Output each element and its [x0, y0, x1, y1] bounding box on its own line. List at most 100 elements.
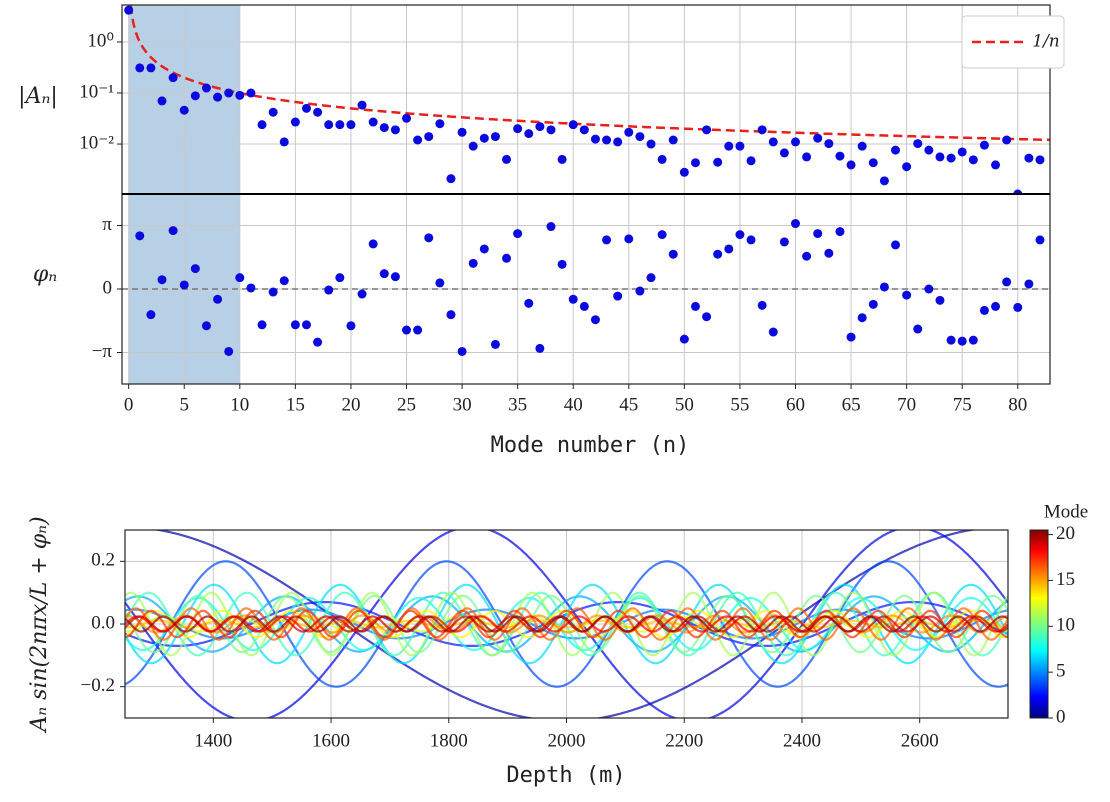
amplitude-point	[1035, 155, 1045, 165]
amplitude-point	[824, 139, 834, 149]
phase-point	[857, 313, 867, 323]
amplitude-point	[446, 174, 456, 184]
phase-point	[935, 295, 945, 305]
amplitude-point	[1002, 135, 1012, 145]
y-tick-label: 10⁻²	[79, 132, 114, 153]
phase-point	[357, 289, 367, 299]
amplitude-point	[657, 154, 667, 164]
amplitude-point	[368, 117, 378, 127]
x-axis-label: Mode number (n)	[491, 433, 690, 458]
amplitude-point	[868, 158, 878, 168]
amplitude-point	[813, 133, 823, 143]
legend-label: 1/n	[1032, 32, 1060, 52]
amplitude-point	[379, 123, 389, 133]
phase-point	[724, 244, 734, 254]
amplitude-point	[713, 157, 723, 167]
phase-point	[991, 301, 1001, 311]
phase-point	[224, 346, 234, 356]
amplitude-point	[946, 153, 956, 163]
phase-point	[513, 229, 523, 239]
phase-point	[546, 222, 556, 232]
amplitude-point	[335, 120, 345, 130]
phase-point	[368, 239, 378, 249]
phase-point	[879, 282, 889, 292]
amplitude-point	[268, 107, 278, 117]
amplitude-point	[724, 141, 734, 151]
phase-point	[313, 337, 323, 347]
amplitude-point	[357, 100, 367, 110]
phase-point	[490, 339, 500, 349]
amplitude-point	[546, 125, 556, 135]
amplitude-point	[324, 120, 334, 130]
amplitude-point	[957, 147, 967, 157]
phase-point	[346, 321, 356, 331]
amplitude-point	[624, 127, 634, 137]
amplitude-point	[613, 137, 623, 147]
amplitude-point	[290, 117, 300, 127]
phase-point	[179, 280, 189, 290]
axes-frame	[124, 529, 1009, 719]
amplitude-point	[179, 105, 189, 115]
x-tick-label: 1800	[430, 730, 468, 751]
phase-point	[1013, 302, 1023, 312]
amplitude-point	[479, 133, 489, 143]
colorbar-tick-label: 10	[1056, 615, 1075, 636]
phase-point	[190, 264, 200, 274]
amplitude-point	[390, 125, 400, 135]
phase-point	[835, 227, 845, 237]
mode-curve	[125, 530, 1008, 718]
phase-point	[524, 298, 534, 308]
phase-point	[624, 234, 634, 244]
phase-point	[335, 273, 345, 283]
x-tick-label: 0	[124, 394, 134, 415]
x-tick-label: 65	[842, 394, 861, 415]
amplitude-point	[1024, 153, 1034, 163]
amplitude-point	[313, 107, 323, 117]
phase-point	[613, 291, 623, 301]
amplitude-point	[768, 137, 778, 147]
phase-point	[690, 301, 700, 311]
amplitude-point	[679, 167, 689, 177]
phase-point	[657, 230, 667, 240]
amplitude-point	[802, 152, 812, 162]
y-tick-label: 0.2	[91, 550, 115, 571]
x-tick-label: 75	[953, 394, 972, 415]
phase-point	[824, 248, 834, 258]
amplitude-point	[602, 135, 612, 145]
x-tick-label: 15	[286, 394, 305, 415]
colorbar-tick-label: 20	[1056, 523, 1075, 544]
x-axis-label: Depth (m)	[506, 763, 625, 788]
amplitude-point	[424, 132, 434, 142]
y-tick-label: 0.0	[91, 612, 115, 633]
phase-point	[891, 240, 901, 250]
amplitude-point	[168, 73, 178, 83]
y-tick-label: 10⁰	[87, 30, 114, 51]
phase-point	[768, 327, 778, 337]
phase-point	[535, 343, 545, 353]
amplitude-point	[635, 132, 645, 142]
colorbar-label: Mode	[1044, 501, 1088, 522]
phase-point	[924, 284, 934, 294]
x-tick-label: 55	[730, 394, 749, 415]
amplitude-point	[891, 145, 901, 155]
phase-point	[668, 249, 678, 259]
y-tick-label: 0	[103, 277, 113, 298]
phase-point	[502, 253, 512, 263]
phase-point	[602, 235, 612, 245]
phase-point	[713, 249, 723, 259]
phase-point	[1024, 279, 1034, 289]
reference-curve	[129, 5, 1050, 142]
amplitude-point	[579, 125, 589, 135]
amplitude-point	[402, 113, 412, 123]
phase-point	[235, 273, 245, 283]
phase-point	[379, 269, 389, 279]
phase-point	[390, 272, 400, 282]
phase-point	[168, 226, 178, 236]
phase-point	[279, 276, 289, 286]
amplitude-point	[979, 140, 989, 150]
amplitude-point	[213, 92, 223, 102]
colorbar-tick-label: 5	[1056, 661, 1066, 682]
amplitude-point	[968, 155, 978, 165]
legend-box	[961, 15, 1065, 69]
